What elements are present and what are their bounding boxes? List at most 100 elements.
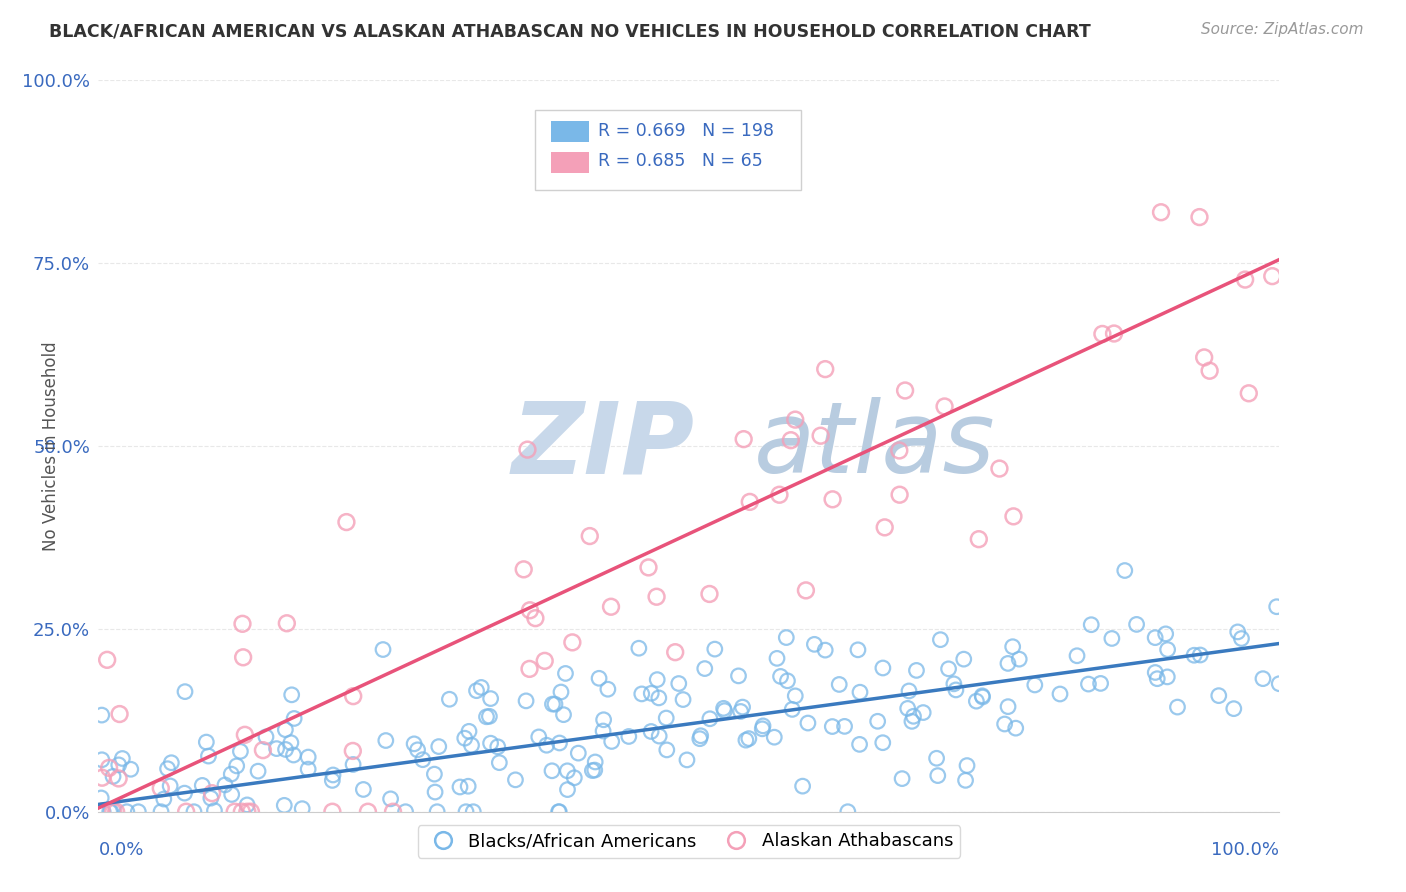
Point <box>1049 687 1071 701</box>
Point <box>342 757 364 772</box>
Point <box>676 753 699 767</box>
Point <box>291 802 314 816</box>
Point <box>1090 676 1112 690</box>
Point <box>1156 670 1178 684</box>
FancyBboxPatch shape <box>551 152 589 173</box>
Point <box>592 724 614 739</box>
Point <box>837 805 859 819</box>
Point <box>108 706 131 721</box>
Point <box>101 769 124 783</box>
Point <box>891 772 914 786</box>
Point <box>200 791 222 805</box>
Point <box>449 780 471 794</box>
Point <box>553 707 575 722</box>
Point <box>91 805 114 819</box>
Point <box>630 687 652 701</box>
Point <box>247 764 270 779</box>
Point <box>1114 564 1136 578</box>
Point <box>548 736 571 750</box>
Point <box>1237 386 1260 401</box>
FancyBboxPatch shape <box>536 110 801 190</box>
Point <box>505 772 527 787</box>
Point <box>664 645 686 659</box>
Point <box>1024 678 1046 692</box>
Point <box>427 739 450 754</box>
Point <box>321 805 343 819</box>
Point <box>280 688 302 702</box>
Point <box>478 709 501 723</box>
Point <box>617 730 640 744</box>
FancyBboxPatch shape <box>551 121 589 143</box>
Point <box>997 699 1019 714</box>
Point <box>254 730 277 744</box>
Text: R = 0.685   N = 65: R = 0.685 N = 65 <box>598 153 762 170</box>
Point <box>567 746 589 760</box>
Point <box>524 611 547 625</box>
Point <box>752 719 775 733</box>
Point <box>98 761 121 775</box>
Point <box>648 729 671 743</box>
Point <box>460 738 482 752</box>
Point <box>96 653 118 667</box>
Point <box>1144 665 1167 680</box>
Text: No Vehicles in Household: No Vehicles in Household <box>42 341 60 551</box>
Point <box>952 652 974 666</box>
Point <box>730 705 752 719</box>
Point <box>479 736 502 750</box>
Point <box>834 719 856 733</box>
Point <box>1208 689 1230 703</box>
Point <box>627 641 650 656</box>
Text: Source: ZipAtlas.com: Source: ZipAtlas.com <box>1201 22 1364 37</box>
Point <box>195 735 218 749</box>
Point <box>394 805 416 819</box>
Point <box>321 773 343 788</box>
Point <box>645 590 668 604</box>
Point <box>637 560 659 574</box>
Point <box>1001 640 1024 654</box>
Point <box>273 798 295 813</box>
Point <box>779 434 801 448</box>
Point <box>903 709 925 723</box>
Point <box>583 755 606 769</box>
Point <box>693 662 716 676</box>
Point <box>404 737 426 751</box>
Point <box>889 443 911 458</box>
Point <box>562 771 585 785</box>
Point <box>352 782 374 797</box>
Point <box>283 747 305 762</box>
Point <box>423 785 446 799</box>
Point <box>1230 632 1253 646</box>
Point <box>956 758 979 772</box>
Point <box>703 642 725 657</box>
Point <box>100 805 122 819</box>
Point <box>225 759 247 773</box>
Point <box>1101 632 1123 646</box>
Point <box>465 683 488 698</box>
Point <box>231 805 253 819</box>
Text: atlas: atlas <box>754 398 995 494</box>
Point <box>232 650 254 665</box>
Point <box>592 713 614 727</box>
Point <box>578 529 600 543</box>
Point <box>454 805 477 819</box>
Point <box>905 664 928 678</box>
Point <box>955 773 977 788</box>
Point <box>423 767 446 781</box>
Point <box>1261 269 1284 284</box>
Point <box>1066 648 1088 663</box>
Point <box>640 724 662 739</box>
Point <box>768 488 790 502</box>
Point <box>733 432 755 446</box>
Point <box>1198 364 1220 378</box>
Point <box>810 428 832 442</box>
Point <box>596 682 619 697</box>
Point <box>173 786 195 800</box>
Point <box>925 751 948 765</box>
Point <box>897 701 920 715</box>
Point <box>648 690 671 705</box>
Point <box>174 805 197 819</box>
Point <box>221 788 243 802</box>
Point <box>1156 642 1178 657</box>
Point <box>934 400 956 414</box>
Point <box>149 781 172 796</box>
